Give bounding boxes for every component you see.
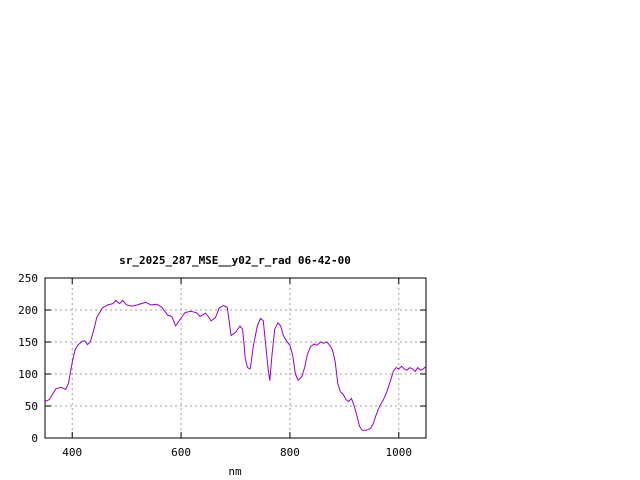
series-group	[44, 299, 427, 431]
x-tick-label: 400	[62, 446, 82, 459]
grid-lines	[45, 278, 426, 438]
chart-title: sr_2025_287_MSE__y02_r_rad 06-42-00	[119, 254, 351, 267]
plot-frame	[44, 277, 427, 439]
y-tick-label: 50	[25, 400, 38, 413]
x-tick-label: 1000	[386, 446, 413, 459]
x-axis-tick-labels: 400 600 800 1000	[62, 446, 412, 459]
x-axis-label: nm	[228, 465, 242, 478]
y-tick-label: 150	[18, 336, 38, 349]
series-line	[44, 299, 427, 431]
y-tick-label: 250	[18, 272, 38, 285]
y-axis-tick-labels: 0 50 100 150 200 250	[18, 272, 38, 445]
x-tick-label: 600	[171, 446, 191, 459]
y-tick-label: 100	[18, 368, 38, 381]
y-tick-label: 0	[31, 432, 38, 445]
axis-ticks	[45, 277, 426, 439]
x-tick-label: 800	[280, 446, 300, 459]
y-tick-label: 200	[18, 304, 38, 317]
